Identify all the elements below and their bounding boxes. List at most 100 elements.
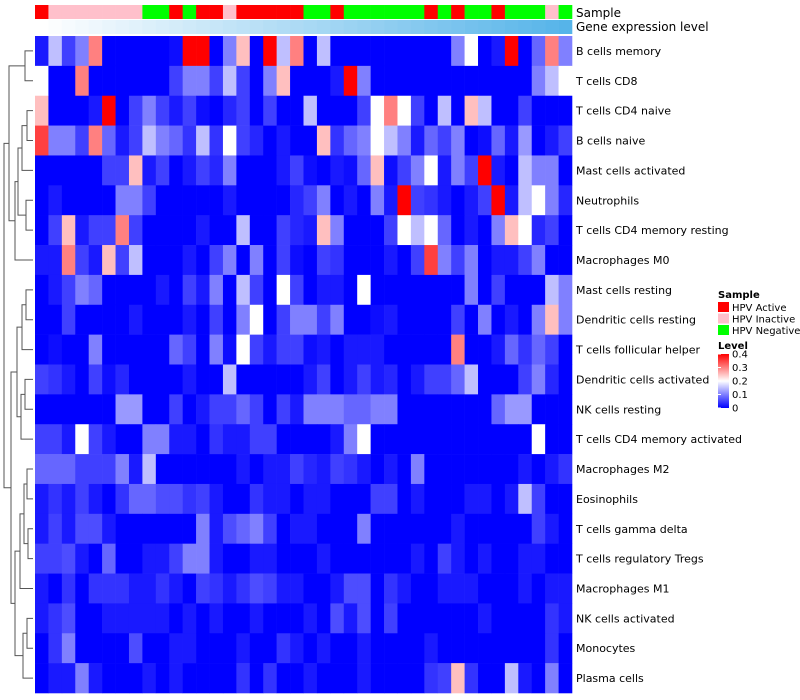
dendrogram-branch xyxy=(3,142,11,489)
heatmap-cell xyxy=(249,633,264,664)
heatmap-cell xyxy=(343,543,358,574)
heatmap-cell xyxy=(35,513,49,544)
heatmap-cell xyxy=(155,603,170,634)
heatmap-cell xyxy=(128,125,143,156)
heatmap-cell xyxy=(236,573,251,604)
heatmap-cell xyxy=(303,155,318,186)
heatmap-cell xyxy=(357,125,371,156)
heatmap-cell xyxy=(357,573,371,604)
heatmap-cell xyxy=(128,274,143,306)
heatmap-cell xyxy=(236,125,251,156)
heatmap-cell xyxy=(209,513,224,544)
heatmap-cell xyxy=(451,543,465,574)
heatmap-cell xyxy=(303,215,318,246)
heatmap-cell xyxy=(236,65,251,97)
heatmap-cell xyxy=(343,394,358,425)
heatmap-cell xyxy=(128,364,143,395)
heatmap-cell xyxy=(35,95,49,126)
heatmap-cell xyxy=(88,633,103,664)
heatmap-cell xyxy=(209,483,224,515)
heatmap-cell xyxy=(451,125,465,156)
sample-annotation-cell xyxy=(75,5,89,19)
heatmap-cell xyxy=(142,633,157,664)
heatmap-cell xyxy=(182,334,197,365)
heatmap-cell xyxy=(397,543,412,574)
row-label: T cells gamma delta xyxy=(575,523,688,536)
heatmap-cell xyxy=(48,454,63,485)
heatmap-cell xyxy=(370,394,385,425)
heatmap-cell xyxy=(330,274,345,306)
heatmap-cell xyxy=(384,394,398,425)
heatmap-cell xyxy=(263,543,277,574)
heatmap-cell xyxy=(35,483,49,515)
sample-annotation-cell xyxy=(558,5,573,19)
heatmap-cell xyxy=(236,304,251,335)
heatmap-cell xyxy=(249,65,264,97)
expression-annotation-cell xyxy=(236,20,251,34)
heatmap-cell xyxy=(343,513,358,544)
heatmap-cell xyxy=(424,215,439,246)
heatmap-cell xyxy=(169,633,183,664)
heatmap-cell xyxy=(437,543,452,574)
heatmap-cell xyxy=(384,155,398,186)
heatmap-cell xyxy=(222,185,237,216)
heatmap-cell xyxy=(437,155,452,186)
heatmap-cell xyxy=(478,274,492,306)
heatmap-cell xyxy=(236,334,251,365)
heatmap-cell xyxy=(236,36,251,67)
heatmap-cell xyxy=(464,454,479,485)
heatmap-cell xyxy=(370,245,385,276)
heatmap-cell xyxy=(384,424,398,455)
heatmap-cell xyxy=(303,454,318,485)
heatmap-cell xyxy=(357,274,371,306)
heatmap-cell xyxy=(330,36,345,67)
heatmap-cell xyxy=(545,215,559,246)
dendrogram-branch xyxy=(24,50,33,82)
heatmap-cell xyxy=(48,125,63,156)
heatmap-cell xyxy=(464,215,479,246)
heatmap-cell xyxy=(531,274,546,306)
heatmap-cell xyxy=(75,36,89,67)
sample-annotation-cell xyxy=(464,5,479,19)
heatmap-cell xyxy=(115,245,130,276)
heatmap-cell xyxy=(504,65,519,97)
heatmap-cell xyxy=(128,513,143,544)
legend-swatch xyxy=(718,302,729,312)
heatmap-cell xyxy=(196,274,210,306)
expression-annotation-cell xyxy=(357,20,371,34)
heatmap-cell xyxy=(504,36,519,67)
heatmap-cell xyxy=(343,424,358,455)
heatmap-cell xyxy=(169,95,183,126)
heatmap-cell xyxy=(330,125,345,156)
heatmap-cell xyxy=(209,125,224,156)
heatmap-cell xyxy=(115,543,130,574)
heatmap-cell xyxy=(169,65,183,97)
heatmap-cell xyxy=(504,424,519,455)
heatmap-cell xyxy=(343,95,358,126)
heatmap-cell xyxy=(397,95,412,126)
heatmap-cell xyxy=(437,424,452,455)
heatmap-cell xyxy=(88,543,103,574)
heatmap-cell xyxy=(115,36,130,67)
heatmap-cell xyxy=(102,36,116,67)
heatmap-cell xyxy=(169,185,183,216)
heatmap-cell xyxy=(343,65,358,97)
heatmap-cell xyxy=(196,364,210,395)
heatmap-cell xyxy=(290,334,304,365)
heatmap-cell xyxy=(518,424,533,455)
heatmap-cell xyxy=(316,394,331,425)
heatmap-cell xyxy=(316,65,331,97)
heatmap-cell xyxy=(196,245,210,276)
heatmap-cell xyxy=(115,573,130,604)
heatmap-cell xyxy=(61,334,76,365)
heatmap-cell xyxy=(303,185,318,216)
heatmap-cell xyxy=(276,424,291,455)
heatmap-cell xyxy=(343,663,358,694)
legend-tick-label: 0.1 xyxy=(732,390,748,401)
heatmap-cell xyxy=(397,424,412,455)
heatmap-cell xyxy=(424,334,439,365)
heatmap-cell xyxy=(545,245,559,276)
heatmap-cell xyxy=(182,155,197,186)
heatmap-cell xyxy=(303,573,318,604)
row-label: Dendritic cells activated xyxy=(576,373,709,386)
